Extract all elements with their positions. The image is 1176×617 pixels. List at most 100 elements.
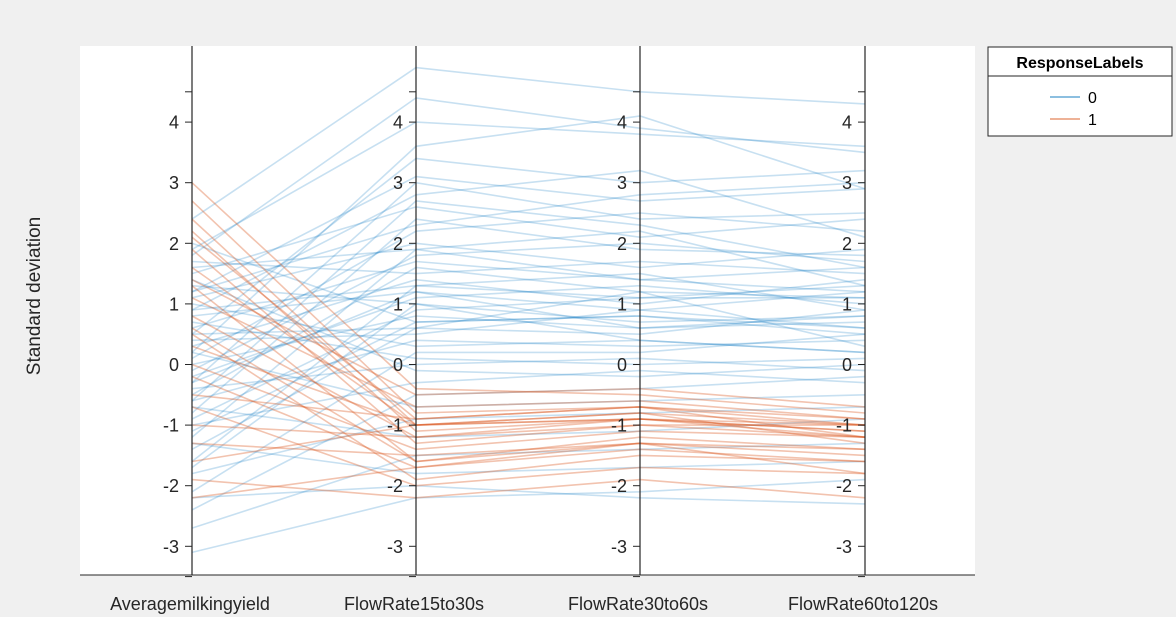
series-0-line-43 — [191, 315, 866, 432]
series-1-line-12 — [191, 375, 866, 469]
series-0-line-35 — [191, 406, 866, 475]
series-0-line-45 — [191, 290, 866, 384]
series-1-line-2 — [191, 218, 866, 432]
series-0-line-47 — [191, 303, 866, 469]
series-1-line-19 — [191, 448, 866, 499]
series-0-line-36 — [191, 406, 866, 439]
legend-box — [987, 46, 1173, 137]
series-0-line-39 — [191, 478, 866, 554]
axis-1-tick-label-7: -3 — [387, 537, 403, 557]
axis-2-tick-label-0: 4 — [617, 113, 627, 133]
axis-1-tick-label-6: -2 — [387, 476, 403, 496]
series-0-line-2 — [191, 121, 866, 251]
series-0-line-32 — [191, 369, 866, 426]
series-1-line-21 — [191, 230, 866, 438]
series-0-line-5 — [191, 175, 866, 293]
series-0-line-23 — [191, 242, 866, 335]
series-0-line-1 — [191, 97, 866, 257]
axis-1-tick-label-0: 4 — [393, 113, 403, 133]
series-0-line-37 — [191, 442, 866, 529]
axis-1-tick-label-5: -1 — [387, 416, 403, 436]
axis-0-tick-label-0: 4 — [169, 113, 179, 133]
axis-2-tick-label-1: 3 — [617, 173, 627, 193]
series-0-line-26 — [191, 339, 866, 402]
axis-name-1: FlowRate15to30s — [344, 594, 484, 614]
series-1-line-4 — [191, 248, 865, 445]
series-0-line-7 — [191, 169, 866, 311]
series-0-line-34 — [191, 351, 866, 408]
series-1-line-7 — [191, 297, 866, 420]
series-0-line-16 — [191, 278, 866, 348]
series-0-line-30 — [191, 357, 866, 390]
axis-2-tick-label-2: 2 — [617, 234, 627, 254]
series-0-line-0 — [191, 66, 866, 220]
series-0-line-11 — [191, 242, 866, 299]
axis-2-tick-label-5: -1 — [611, 416, 627, 436]
axis-3-tick-label-3: 1 — [842, 294, 852, 314]
axis-0-tick-label-5: -1 — [163, 416, 179, 436]
axis-1-tick-label-4: 0 — [393, 355, 403, 375]
axis-3-tick-label-5: -1 — [836, 416, 852, 436]
axis-1-tick-label-3: 1 — [393, 294, 403, 314]
series-0-line-14 — [191, 266, 866, 396]
y-axis-label: Standard deviation — [24, 217, 45, 375]
axis-0-tick-label-6: -2 — [163, 476, 179, 496]
series-0-line-49 — [191, 200, 866, 402]
series-0-line-20 — [191, 284, 866, 323]
series-0-line-12 — [191, 230, 866, 438]
series-1-line-1 — [191, 200, 866, 426]
series-1-line-6 — [191, 285, 866, 463]
series-0-line-28 — [191, 333, 866, 493]
legend-title: ResponseLabels — [1016, 55, 1143, 72]
coordinate-axes: 4 3 2 1 0 -1 -2 -3 4 3 2 1 0 -1 -2 -3 4 3 2 1 0 -1 -2 -3 4 3 2 1 0 -1… — [163, 46, 866, 578]
series-1-line-3 — [191, 236, 866, 438]
series-0-line-3 — [191, 115, 866, 353]
series-0-line-33 — [191, 375, 866, 511]
series-0-line-4 — [191, 157, 866, 335]
series-0-line-46 — [191, 290, 866, 348]
series-0-line-21 — [191, 284, 866, 420]
axis-names: Averagemilkingyield FlowRate15to30s FlowRa… — [110, 594, 938, 614]
axis-3-tick-label-6: -2 — [836, 476, 852, 496]
series-0-line-41 — [191, 242, 866, 372]
axis-1-tick-label-1: 3 — [393, 173, 403, 193]
axis-3-tick-label-4: 0 — [842, 355, 852, 375]
series-0-line-42 — [191, 284, 865, 311]
series-0-line-8 — [191, 206, 866, 275]
axis-3-tick-label-2: 2 — [842, 234, 852, 254]
series-1-line-11 — [191, 363, 866, 451]
series-0-line-31 — [191, 278, 866, 378]
axis-3-tick-label-0: 4 — [842, 113, 852, 133]
series-0-line-13 — [191, 260, 866, 329]
axis-name-3: FlowRate60to120s — [788, 594, 938, 614]
series-1-line-20 — [191, 278, 866, 408]
series-0-line-17 — [191, 272, 866, 463]
series-0-line-48 — [191, 181, 866, 293]
axis-2-tick-label-6: -2 — [611, 476, 627, 496]
series-0-line-40 — [191, 484, 866, 505]
axis-2-tick-label-3: 1 — [617, 294, 627, 314]
series-0-line-19 — [191, 284, 866, 378]
series-1-line-17 — [191, 418, 866, 463]
series-0-line-29 — [191, 321, 866, 366]
axis-3-tick-label-7: -3 — [836, 537, 852, 557]
series-1-line-5 — [191, 266, 866, 445]
series-0-line-44 — [191, 248, 866, 293]
axis-2-tick-label-4: 0 — [617, 355, 627, 375]
data-lines — [191, 66, 866, 554]
axes-background — [80, 46, 975, 575]
axis-2-tick-label-7: -3 — [611, 537, 627, 557]
series-1-line-15 — [191, 424, 866, 439]
series-1-line-22 — [191, 327, 866, 475]
series-0-line-22 — [191, 315, 866, 366]
series-0-line-10 — [191, 212, 866, 360]
series-0-line-9 — [191, 218, 866, 414]
axis-0-tick-label-1: 3 — [169, 173, 179, 193]
legend[interactable]: ResponseLabels 0 1 — [987, 46, 1173, 137]
series-0-line-18 — [191, 290, 866, 317]
axis-0-tick-label-2: 2 — [169, 234, 179, 254]
series-0-line-27 — [191, 303, 866, 354]
series-0-line-6 — [191, 181, 866, 384]
axis-0-tick-label-4: 0 — [169, 355, 179, 375]
